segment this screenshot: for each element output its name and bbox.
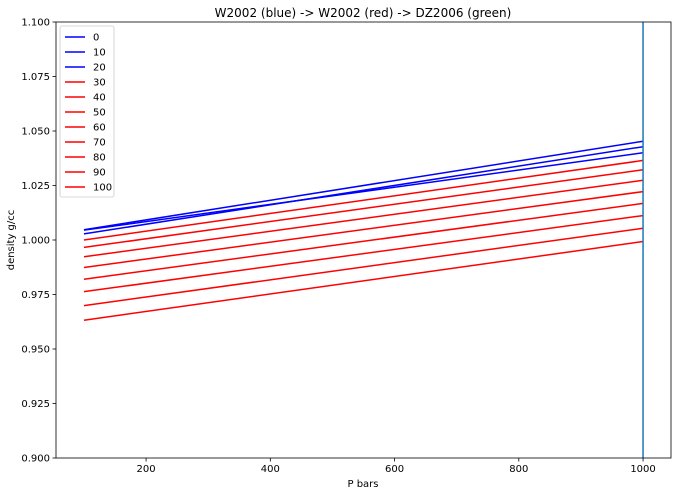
series-line-0	[83, 152, 644, 231]
legend-label-30: 30	[93, 78, 106, 89]
y-tick-label: 1.100	[21, 18, 50, 29]
y-tick-label: 1.000	[21, 236, 50, 247]
series-line-10	[83, 140, 644, 231]
series-line-90	[83, 227, 644, 307]
legend-label-40: 40	[93, 93, 106, 104]
y-axis-label: density g/cc	[6, 210, 17, 271]
legend-label-0: 0	[93, 33, 99, 44]
axes: 200 400 600 800 10000.9000.9250.9500.9751.00…	[21, 18, 672, 475]
x-tick-label: 1000	[630, 464, 655, 475]
plot-frame	[55, 21, 672, 459]
x-tick-label: 800	[509, 464, 528, 475]
plot-area	[83, 22, 644, 458]
legend: 0 10 20 30 40 50 60 70 80 90 100	[59, 25, 115, 198]
x-tick-label: 600	[385, 464, 404, 475]
series-line-50	[83, 179, 644, 258]
legend-box	[59, 25, 115, 198]
legend-label-70: 70	[93, 138, 106, 149]
series-line-80	[83, 214, 644, 293]
legend-label-50: 50	[93, 108, 106, 119]
y-tick-label: 0.950	[21, 345, 50, 356]
series-line-60	[83, 190, 644, 269]
x-axis-label: P bars	[347, 479, 378, 490]
x-tick-label: 400	[261, 464, 280, 475]
legend-label-60: 60	[93, 123, 106, 134]
legend-label-20: 20	[93, 63, 106, 74]
y-tick-label: 0.975	[21, 290, 50, 301]
y-tick-label: 0.900	[21, 454, 50, 465]
legend-label-80: 80	[93, 153, 106, 164]
series-line-30	[83, 159, 644, 241]
y-tick-label: 0.925	[21, 399, 50, 410]
legend-label-90: 90	[93, 168, 106, 179]
series-line-20	[83, 145, 644, 235]
series-line-70	[83, 202, 644, 280]
x-tick-label: 200	[137, 464, 156, 475]
series-line-40	[83, 169, 644, 249]
y-tick-label: 1.075	[21, 72, 50, 83]
y-tick-label: 1.050	[21, 127, 50, 138]
series-line-100	[83, 240, 644, 321]
legend-label-10: 10	[93, 48, 106, 59]
legend-label-100: 100	[93, 183, 112, 194]
chart-title: W2002 (blue) -> W2002 (red) -> DZ2006 (g…	[215, 6, 512, 20]
y-tick-label: 1.025	[21, 181, 50, 192]
